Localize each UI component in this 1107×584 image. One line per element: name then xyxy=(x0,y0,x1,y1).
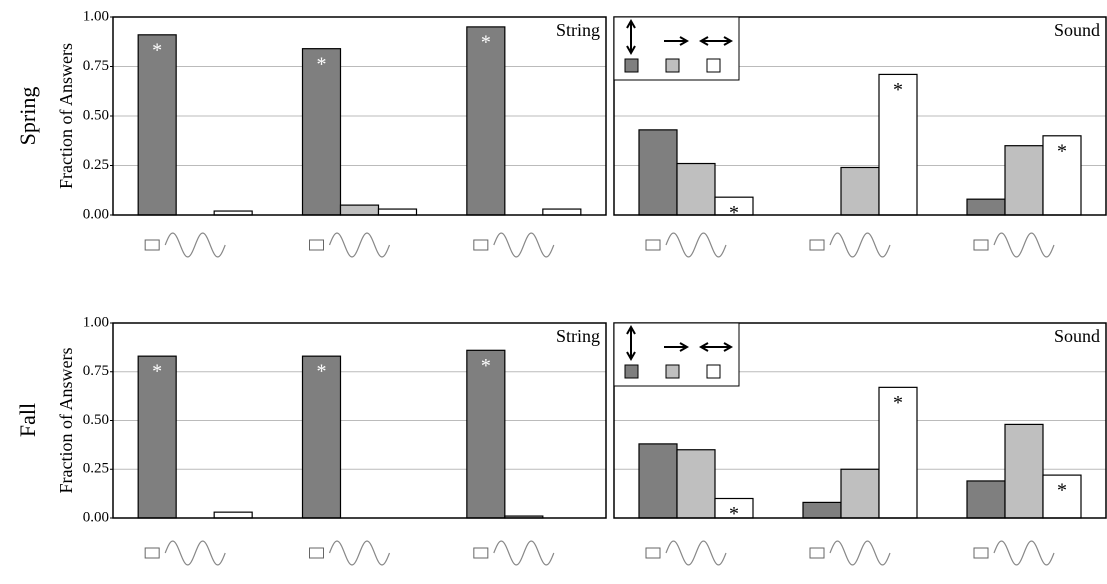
plot-frame xyxy=(613,322,1107,519)
marker: * xyxy=(481,355,491,377)
bar xyxy=(213,511,253,519)
legend-swatch xyxy=(624,364,639,379)
icon-wave xyxy=(993,232,1055,258)
icon-wave xyxy=(829,232,891,258)
bar xyxy=(878,73,918,216)
legend-arrow xyxy=(626,18,636,56)
marker: * xyxy=(729,202,739,224)
icon-source xyxy=(973,547,989,559)
marker: * xyxy=(152,361,162,383)
icon-wave xyxy=(829,540,891,566)
legend-arrow xyxy=(664,342,690,352)
marker: * xyxy=(481,31,491,53)
icon-wave xyxy=(993,540,1055,566)
row-label: Fall xyxy=(15,403,40,437)
y-tick-label: 1.00 xyxy=(83,314,109,330)
plot-frame xyxy=(112,16,607,216)
bar xyxy=(966,198,1006,216)
y-tick-label: 0.25 xyxy=(83,461,109,477)
bar xyxy=(676,449,716,519)
bar xyxy=(377,208,418,216)
panel-title: String xyxy=(556,326,600,346)
legend-swatch xyxy=(624,58,639,73)
legend-swatch xyxy=(665,58,680,73)
y-tick-label: 0.75 xyxy=(83,58,109,74)
icon-wave xyxy=(328,540,391,566)
legend xyxy=(613,16,740,81)
marker: * xyxy=(317,361,327,383)
icon-source xyxy=(809,239,825,251)
icon-source xyxy=(309,547,324,559)
legend xyxy=(613,322,740,387)
icon-wave xyxy=(164,232,226,258)
marker: * xyxy=(893,392,903,414)
icon-source xyxy=(473,239,489,251)
bar xyxy=(1004,145,1044,216)
y-tick-label: 0.50 xyxy=(83,412,109,428)
icon-source xyxy=(144,547,160,559)
bar xyxy=(840,468,880,519)
marker: * xyxy=(317,53,327,75)
y-tick-label: 0.50 xyxy=(83,107,109,123)
marker: * xyxy=(152,39,162,61)
marker: * xyxy=(729,503,739,525)
bar xyxy=(878,386,918,519)
y-tick-label: 0.00 xyxy=(83,206,109,222)
icon-source xyxy=(809,547,825,559)
icon-source xyxy=(645,239,661,251)
legend-swatch xyxy=(706,58,721,73)
panel-title: Sound xyxy=(1054,326,1100,346)
bar xyxy=(339,204,380,216)
y-tick-label: 0.75 xyxy=(83,363,109,379)
y-tick-label: 0.00 xyxy=(83,509,109,525)
plot-frame xyxy=(112,322,607,519)
marker: * xyxy=(1057,480,1067,502)
bar xyxy=(137,34,177,216)
legend-arrow xyxy=(698,36,734,46)
icon-source xyxy=(473,547,489,559)
legend-swatch xyxy=(706,364,721,379)
icon-wave xyxy=(328,232,391,258)
bar xyxy=(802,501,842,519)
y-axis-label: Fraction of Answers xyxy=(56,348,76,494)
bar xyxy=(1042,135,1082,216)
bar xyxy=(638,129,678,216)
bar xyxy=(966,480,1006,519)
bar xyxy=(466,26,506,216)
bar xyxy=(840,166,880,216)
plot-frame xyxy=(613,16,1107,216)
icon-wave xyxy=(665,540,727,566)
legend-arrow xyxy=(664,36,690,46)
panel-title: String xyxy=(556,20,600,40)
bar xyxy=(466,349,506,519)
bar xyxy=(1042,474,1082,519)
icon-wave xyxy=(493,232,555,258)
icon-wave xyxy=(665,232,727,258)
y-axis-label: Fraction of Answers xyxy=(56,43,76,189)
panel-title: Sound xyxy=(1054,20,1100,40)
icon-wave xyxy=(493,540,555,566)
legend-arrow xyxy=(626,324,636,362)
bar xyxy=(638,443,678,519)
bar xyxy=(1004,423,1044,519)
marker: * xyxy=(1057,140,1067,162)
bar xyxy=(676,162,716,216)
legend-swatch xyxy=(665,364,680,379)
icon-source xyxy=(645,547,661,559)
bar xyxy=(542,208,582,216)
legend-arrow xyxy=(698,342,734,352)
marker: * xyxy=(893,79,903,101)
icon-source xyxy=(973,239,989,251)
icon-source xyxy=(309,239,324,251)
row-label: Spring xyxy=(15,87,40,146)
bar xyxy=(137,355,177,519)
icon-wave xyxy=(164,540,226,566)
y-tick-label: 1.00 xyxy=(83,8,109,24)
icon-source xyxy=(144,239,160,251)
y-tick-label: 0.25 xyxy=(83,157,109,173)
